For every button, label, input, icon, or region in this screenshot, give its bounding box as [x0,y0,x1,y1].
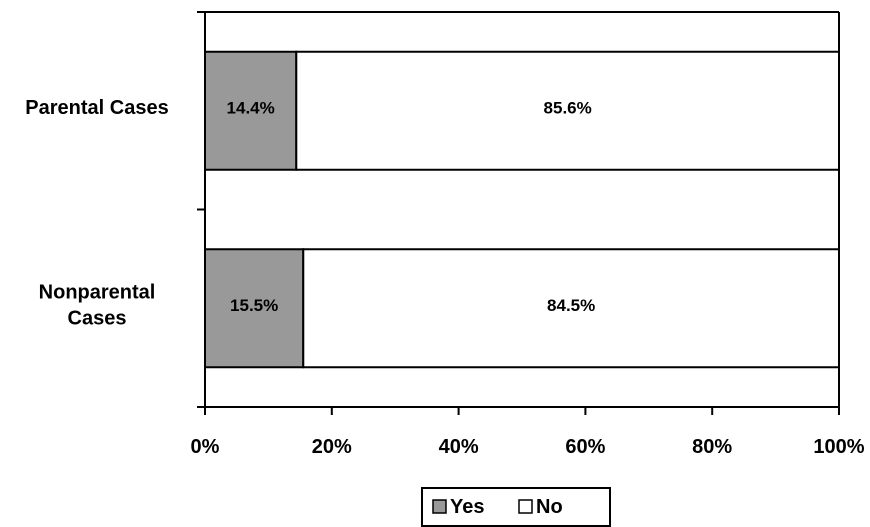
data-label-yes-1: 15.5% [230,296,278,315]
x-tick-label: 60% [565,436,605,458]
legend-swatch-yes [432,499,447,514]
category-label-1-line-1: Cases [68,307,127,329]
x-tick-label: 20% [312,436,352,458]
data-label-no-1: 84.5% [547,296,595,315]
bar-no-1 [302,248,840,369]
x-tick-label: 100% [813,436,864,458]
legend: Yes No [421,487,611,527]
bar-no-0 [295,50,840,171]
x-tick-label: 40% [439,436,479,458]
legend-label-yes: Yes [450,496,484,518]
legend-box [421,487,611,527]
x-tick-label: 80% [692,436,732,458]
legend-swatch-no [518,499,533,514]
category-label-1-line-0: Nonparental [39,281,156,303]
data-label-no-0: 85.6% [544,98,592,117]
legend-label-no: No [536,496,563,518]
data-label-yes-0: 14.4% [227,98,275,117]
category-label-0-line-0: Parental Cases [25,97,168,119]
x-tick-label: 0% [191,436,220,458]
